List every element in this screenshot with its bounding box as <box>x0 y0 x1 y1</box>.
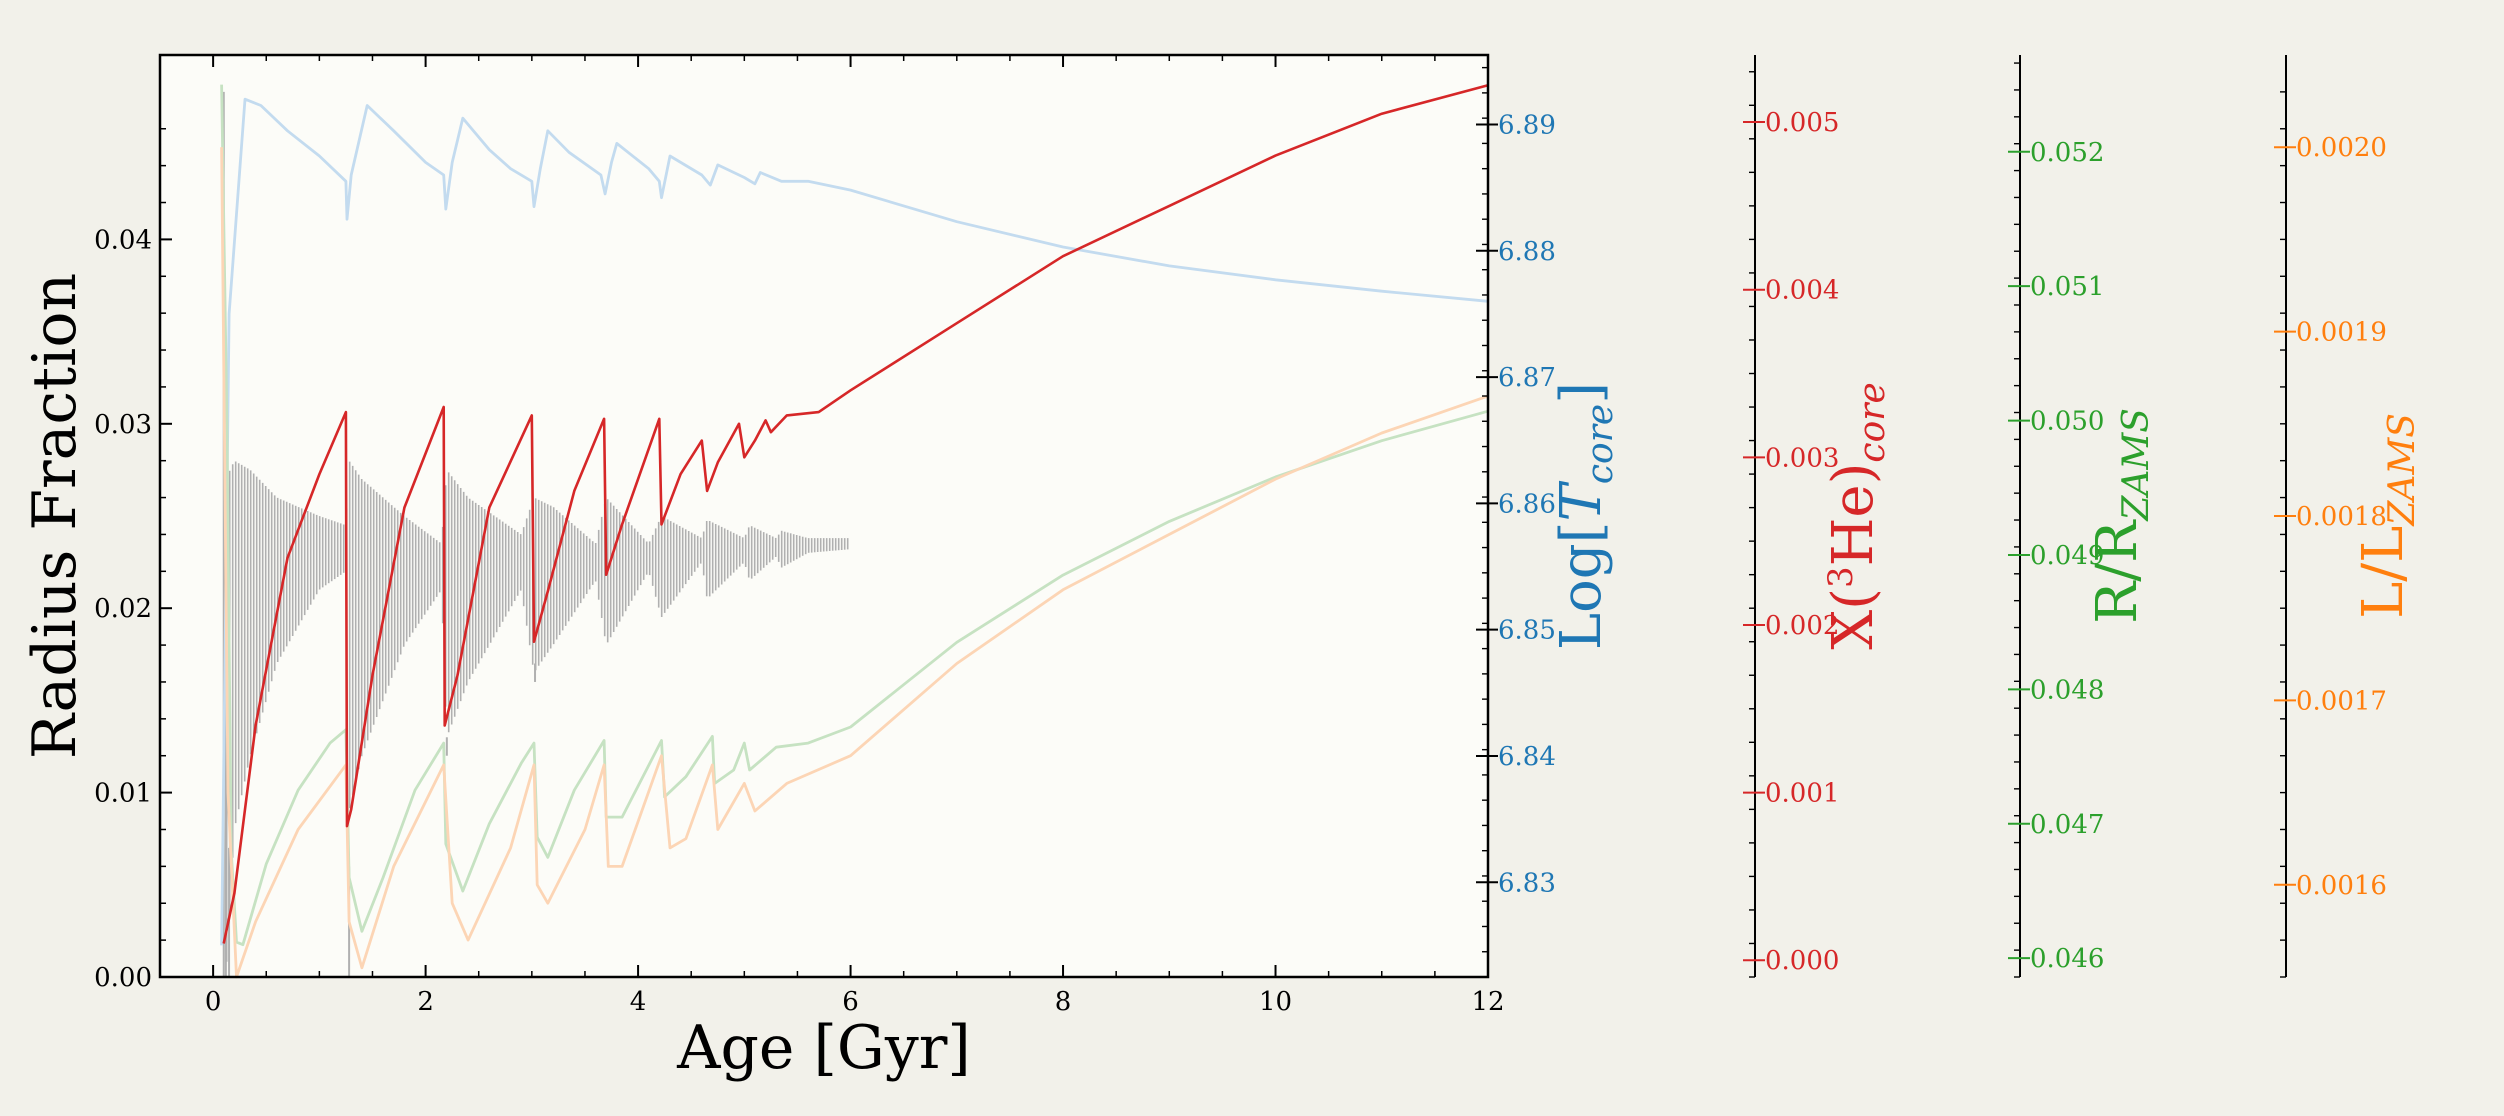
series-line-lum <box>220 147 1489 979</box>
tick-label-lum: 0.0016 <box>2296 871 2387 901</box>
tick-label-radius: 0.047 <box>2030 810 2104 840</box>
axis-label-tcore: Log[Tcore] <box>1549 382 1621 650</box>
tick-label-tcore: 6.88 <box>1498 237 1556 267</box>
tick-label-tcore: 6.86 <box>1498 489 1556 519</box>
x-tick-label: 12 <box>1471 987 1504 1017</box>
tick-label-radius: 0.046 <box>2030 944 2104 974</box>
axis-label-he3: X(3He)core <box>1821 382 1893 650</box>
x-tick-label: 10 <box>1259 987 1292 1017</box>
tick-label-lum: 0.0019 <box>2296 318 2387 348</box>
tick-label-tcore: 6.84 <box>1498 742 1556 772</box>
tick-label-radius: 0.048 <box>2030 675 2104 705</box>
tick-label-he3: 0.002 <box>1765 611 1839 641</box>
plot-area <box>160 55 1488 977</box>
tick-label-lum: 0.0018 <box>2296 502 2387 532</box>
axis-label-lum: L/LZAMS <box>2351 413 2423 619</box>
axes-layer: 0 2 4 6 8 10 12 Age [Gyr] 0.00 0.01 0.02 0.03 0.04Ra… <box>20 55 2423 1083</box>
series-line-he3 <box>222 83 1489 944</box>
tick-label-tcore: 6.85 <box>1498 616 1556 646</box>
tick-label-lum: 0.0020 <box>2296 133 2387 163</box>
tick-label-radius: 0.050 <box>2030 407 2104 437</box>
y-tick-label: 0.02 <box>94 594 152 624</box>
tick-label-lum: 0.0017 <box>2296 686 2387 716</box>
y-tick-label: 0.00 <box>94 963 152 993</box>
plot-frame <box>158 53 1490 979</box>
tick-label-he3: 0.005 <box>1765 108 1839 138</box>
tick-label-radius: 0.051 <box>2030 272 2104 302</box>
y-tick-label: 0.04 <box>94 225 152 255</box>
tick-label-tcore: 6.87 <box>1498 363 1556 393</box>
tick-label-he3: 0.004 <box>1765 276 1839 306</box>
x-tick-label: 6 <box>842 987 859 1017</box>
x-tick-label: 2 <box>417 987 434 1017</box>
tick-label-tcore: 6.89 <box>1498 110 1556 140</box>
tick-label-he3: 0.001 <box>1765 779 1839 809</box>
tick-label-he3: 0.003 <box>1765 443 1839 473</box>
y-axis-label: Radius Fraction <box>20 273 90 759</box>
x-tick-label: 0 <box>205 987 222 1017</box>
tick-label-radius: 0.052 <box>2030 138 2104 168</box>
x-tick-label: 4 <box>630 987 647 1017</box>
tick-label-he3: 0.000 <box>1765 946 1839 976</box>
data-layer <box>220 83 1489 979</box>
y-tick-label: 0.03 <box>94 410 152 440</box>
tick-label-tcore: 6.83 <box>1498 868 1556 898</box>
x-tick-label: 8 <box>1055 987 1072 1017</box>
series-line-tcore <box>220 97 1489 946</box>
y-tick-label: 0.01 <box>94 779 152 809</box>
x-axis-label: Age [Gyr] <box>676 1013 971 1083</box>
axis-label-radius: R/RZAMS <box>2085 408 2157 624</box>
tick-label-radius: 0.049 <box>2030 541 2104 571</box>
series-line-radius <box>220 84 1489 947</box>
